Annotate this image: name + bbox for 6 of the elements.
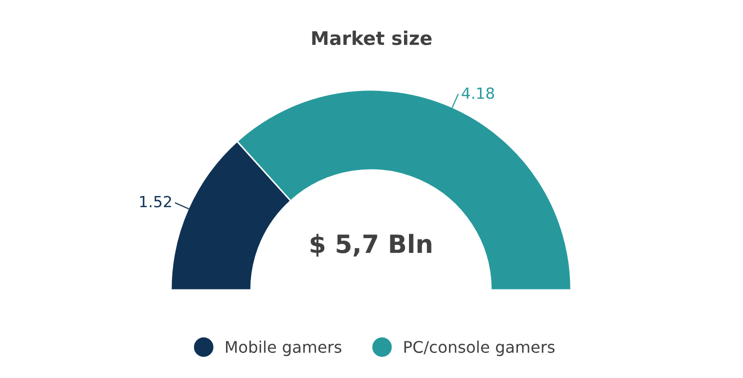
text: $ 5,7 Bln: [310, 234, 432, 257]
chart-title: Market size: [312, 30, 432, 46]
data-label: 4.18: [462, 87, 494, 99]
legend-label: Mobile gamers: [226, 340, 342, 356]
legend-label: PC/console gamers: [404, 340, 555, 356]
data-label: 1.52: [140, 196, 171, 208]
